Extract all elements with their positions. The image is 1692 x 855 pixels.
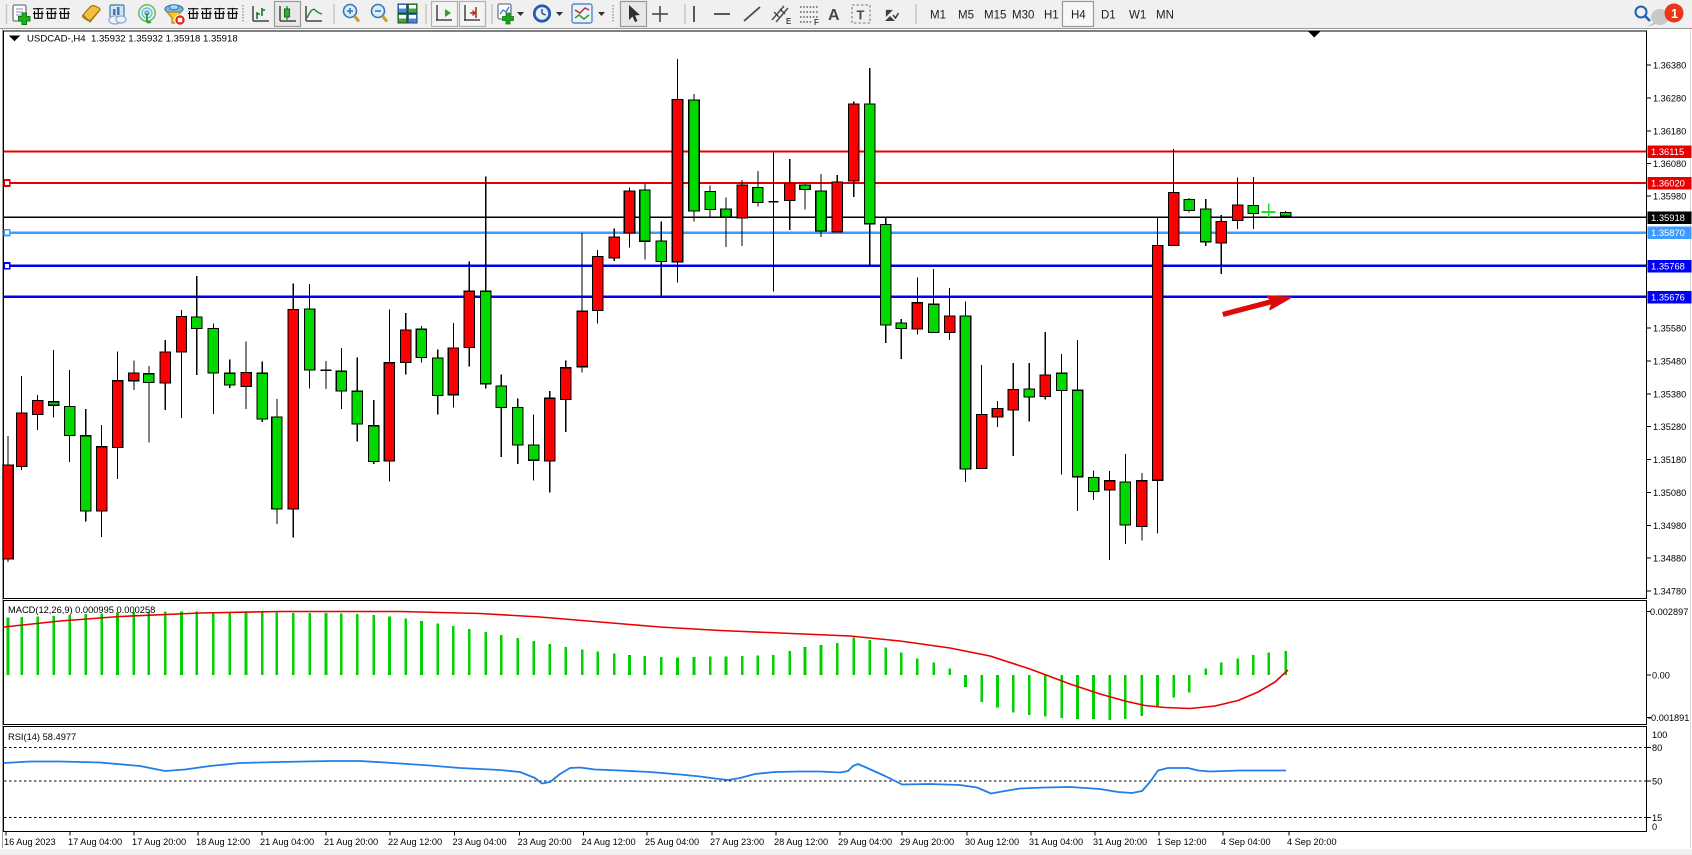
svg-text:22 Aug 12:00: 22 Aug 12:00: [388, 837, 442, 847]
svg-text:W1: W1: [1129, 10, 1146, 22]
svg-text:50: 50: [1652, 777, 1662, 787]
svg-text:1.36280: 1.36280: [1653, 94, 1686, 104]
svg-text:100: 100: [1652, 730, 1667, 740]
svg-text:28 Aug 12:00: 28 Aug 12:00: [774, 837, 828, 847]
svg-text:24 Aug 12:00: 24 Aug 12:00: [582, 837, 636, 847]
svg-text:1.35180: 1.35180: [1653, 455, 1686, 465]
svg-text:1.35380: 1.35380: [1653, 389, 1686, 399]
svg-text:1.36380: 1.36380: [1653, 61, 1686, 71]
svg-text:16 Aug 2023: 16 Aug 2023: [4, 837, 56, 847]
svg-text:1.35870: 1.35870: [1651, 227, 1685, 238]
svg-text:M30: M30: [1012, 10, 1034, 22]
svg-text:17 Aug 20:00: 17 Aug 20:00: [132, 837, 186, 847]
svg-text:1.34980: 1.34980: [1653, 521, 1686, 531]
svg-text:31 Aug 04:00: 31 Aug 04:00: [1029, 837, 1083, 847]
svg-text:1.34880: 1.34880: [1653, 554, 1686, 564]
svg-text:25 Aug 04:00: 25 Aug 04:00: [645, 837, 699, 847]
svg-text:1.36180: 1.36180: [1653, 127, 1686, 137]
svg-text:1.36080: 1.36080: [1653, 159, 1686, 169]
svg-text:M15: M15: [984, 10, 1006, 22]
svg-text:15: 15: [1652, 813, 1662, 823]
svg-text:1.36020: 1.36020: [1651, 178, 1685, 189]
svg-text:H1: H1: [1044, 10, 1059, 22]
svg-text:4 Sep 20:00: 4 Sep 20:00: [1287, 837, 1337, 847]
svg-text:27 Aug 23:00: 27 Aug 23:00: [710, 837, 764, 847]
svg-text:29 Aug 20:00: 29 Aug 20:00: [900, 837, 954, 847]
svg-text:17 Aug 04:00: 17 Aug 04:00: [68, 837, 122, 847]
svg-text:M5: M5: [958, 10, 974, 22]
svg-text:H4: H4: [1071, 10, 1086, 22]
svg-text:21 Aug 20:00: 21 Aug 20:00: [324, 837, 378, 847]
svg-text:18 Aug 12:00: 18 Aug 12:00: [196, 837, 250, 847]
svg-text:1.35918: 1.35918: [1651, 212, 1685, 223]
svg-text:D1: D1: [1101, 10, 1116, 22]
svg-text:MN: MN: [1156, 10, 1174, 22]
svg-text:A: A: [828, 7, 840, 24]
svg-text:USDCAD-,H4 1.35932 1.35932 1.: USDCAD-,H4 1.35932 1.35932 1.35918 1.359…: [27, 34, 238, 45]
svg-text:29 Aug 04:00: 29 Aug 04:00: [838, 837, 892, 847]
svg-text:1 Sep 12:00: 1 Sep 12:00: [1157, 837, 1207, 847]
svg-text:1: 1: [1671, 7, 1678, 21]
svg-text:23 Aug 20:00: 23 Aug 20:00: [518, 837, 572, 847]
svg-text:E: E: [786, 17, 791, 26]
svg-text:1.35080: 1.35080: [1653, 488, 1686, 498]
svg-text:F: F: [814, 18, 819, 27]
svg-text:MACD(12,26,9) 0.000995 0.00025: MACD(12,26,9) 0.000995 0.000258: [8, 605, 155, 615]
svg-text:M1: M1: [930, 10, 946, 22]
svg-text:0: 0: [1652, 822, 1657, 832]
svg-text:1.35980: 1.35980: [1653, 192, 1686, 202]
svg-text:0.00: 0.00: [1652, 671, 1670, 681]
svg-text:4 Sep 04:00: 4 Sep 04:00: [1221, 837, 1271, 847]
svg-text:1.35768: 1.35768: [1651, 261, 1685, 272]
svg-text:1.35676: 1.35676: [1651, 291, 1685, 302]
svg-text:1.35480: 1.35480: [1653, 357, 1686, 367]
svg-text:1.36115: 1.36115: [1651, 146, 1684, 157]
svg-text:31 Aug 20:00: 31 Aug 20:00: [1093, 837, 1147, 847]
svg-text:-0.001891: -0.001891: [1648, 713, 1689, 723]
svg-text:1.35580: 1.35580: [1653, 324, 1686, 334]
svg-text:30 Aug 12:00: 30 Aug 12:00: [965, 837, 1019, 847]
svg-text:1.35280: 1.35280: [1653, 422, 1686, 432]
svg-text:RSI(14) 58.4977: RSI(14) 58.4977: [8, 732, 76, 742]
svg-text:23 Aug 04:00: 23 Aug 04:00: [453, 837, 507, 847]
svg-text:1.34780: 1.34780: [1653, 587, 1686, 597]
svg-text:T: T: [857, 8, 865, 23]
svg-text:0.002897: 0.002897: [1650, 607, 1688, 617]
svg-text:80: 80: [1652, 743, 1662, 753]
svg-text:21 Aug 04:00: 21 Aug 04:00: [260, 837, 314, 847]
